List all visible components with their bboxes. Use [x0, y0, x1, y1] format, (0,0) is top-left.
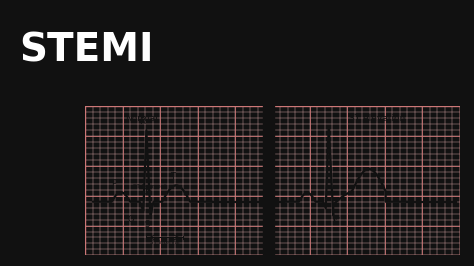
Text: T: T — [170, 172, 175, 181]
Text: ST Segment: ST Segment — [133, 184, 167, 189]
Text: R: R — [139, 117, 145, 126]
Text: P: P — [111, 179, 116, 188]
Text: ST Interval: ST Interval — [149, 240, 179, 246]
Text: ST elevation: ST elevation — [349, 114, 406, 123]
Text: S: S — [145, 220, 150, 229]
Text: Q: Q — [128, 215, 134, 224]
Text: Normal: Normal — [125, 114, 158, 123]
Text: STEMI: STEMI — [19, 32, 154, 70]
